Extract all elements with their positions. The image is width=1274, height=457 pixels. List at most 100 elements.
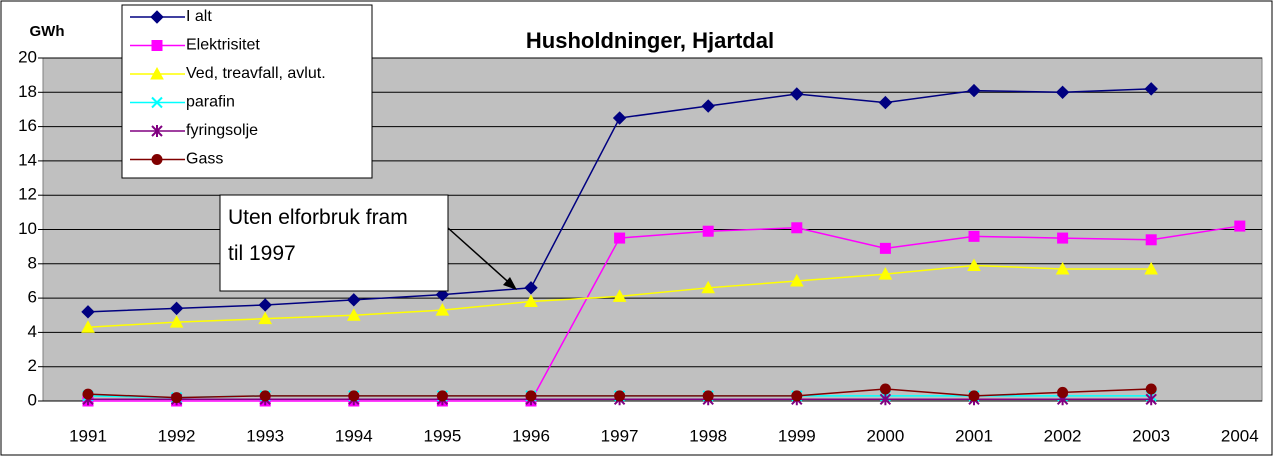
marker bbox=[436, 390, 448, 402]
marker bbox=[612, 111, 627, 125]
legend-items: I alt Elektrisitet Ved, treavfall, avlut. p… bbox=[130, 8, 326, 168]
y-tick-label: 2 bbox=[28, 356, 37, 375]
y-tick-label: 16 bbox=[18, 116, 37, 135]
marker bbox=[150, 10, 164, 24]
marker bbox=[701, 99, 715, 113]
marker bbox=[151, 154, 163, 165]
series-layer bbox=[81, 82, 1246, 407]
legend bbox=[121, 4, 373, 179]
marker bbox=[702, 225, 714, 237]
marker bbox=[1234, 220, 1246, 232]
y-axis-label: GWh bbox=[30, 23, 65, 40]
marker bbox=[151, 125, 163, 137]
marker bbox=[968, 390, 980, 402]
x-tick-label: 1992 bbox=[158, 426, 196, 445]
marker bbox=[169, 301, 184, 316]
y-tick-label: 20 bbox=[18, 47, 37, 66]
marker bbox=[151, 40, 163, 51]
grid: 0 2 4 6 8 10 12 14 16 18 20 1991 1992 1993 1994 1995 199… bbox=[18, 47, 1262, 445]
annotation: Uten elforbruk fram til 1997 bbox=[219, 194, 517, 292]
marker bbox=[1055, 261, 1070, 275]
series-line bbox=[88, 225, 1240, 402]
legend-label: Gass bbox=[186, 151, 223, 168]
x-tick-label: 1999 bbox=[778, 426, 816, 445]
marker bbox=[789, 273, 804, 287]
marker bbox=[1057, 232, 1069, 244]
marker bbox=[524, 294, 538, 308]
marker bbox=[82, 388, 94, 400]
marker bbox=[524, 281, 538, 295]
legend-label: fyringsolje bbox=[186, 122, 258, 139]
legend-label: parafin bbox=[186, 94, 235, 111]
y-tick-label: 14 bbox=[18, 150, 37, 169]
marker bbox=[1055, 85, 1070, 100]
x-tick-label: 2004 bbox=[1221, 426, 1259, 445]
marker bbox=[791, 390, 803, 402]
marker bbox=[1144, 261, 1159, 275]
x-tick-label: 1995 bbox=[423, 426, 461, 445]
marker bbox=[258, 298, 272, 312]
marker bbox=[81, 305, 95, 319]
marker bbox=[171, 392, 183, 404]
y-tick-label: 0 bbox=[28, 390, 37, 409]
x-tick-label: 2000 bbox=[866, 426, 904, 445]
marker bbox=[81, 320, 95, 333]
marker bbox=[612, 289, 627, 302]
marker bbox=[258, 311, 273, 325]
marker bbox=[1145, 234, 1157, 246]
x-tick-label: 2001 bbox=[955, 426, 993, 445]
x-tick-label: 1993 bbox=[246, 426, 284, 445]
marker bbox=[150, 66, 164, 80]
y-tick-label: 10 bbox=[18, 219, 37, 238]
marker bbox=[701, 280, 716, 294]
y-tick-label: 8 bbox=[28, 253, 37, 272]
marker bbox=[702, 390, 714, 402]
marker bbox=[879, 393, 892, 406]
marker bbox=[169, 315, 184, 328]
marker bbox=[967, 258, 981, 272]
marker bbox=[879, 383, 891, 395]
marker bbox=[967, 83, 981, 98]
marker bbox=[1144, 82, 1158, 96]
x-tick-label: 1996 bbox=[512, 426, 550, 445]
marker bbox=[348, 390, 360, 402]
marker bbox=[1145, 393, 1157, 406]
x-tick-label: 2003 bbox=[1132, 426, 1170, 445]
x-tick-label: 1991 bbox=[69, 426, 107, 445]
x-tick-label: 1997 bbox=[601, 426, 639, 445]
marker bbox=[525, 390, 537, 402]
annotation-arrow bbox=[447, 227, 516, 289]
marker bbox=[968, 230, 980, 242]
legend-label: I alt bbox=[186, 8, 212, 25]
x-tick-label: 2002 bbox=[1044, 426, 1082, 445]
legend-label: Elektrisitet bbox=[186, 37, 260, 54]
marker bbox=[346, 308, 361, 321]
arrow-head bbox=[503, 277, 517, 290]
marker bbox=[1145, 383, 1157, 395]
y-tick-label: 6 bbox=[28, 288, 37, 307]
y-tick-label: 18 bbox=[18, 82, 37, 101]
chart-title: Husholdninger, Hjartdal bbox=[526, 28, 774, 53]
marker bbox=[151, 96, 163, 109]
marker bbox=[790, 87, 804, 101]
marker bbox=[259, 390, 271, 402]
annotation-line: til 1997 bbox=[228, 242, 296, 265]
marker bbox=[878, 95, 893, 110]
annotation-line: Uten elforbruk fram bbox=[228, 206, 408, 229]
marker bbox=[435, 303, 450, 316]
annotation-box bbox=[219, 194, 449, 292]
y-tick-label: 12 bbox=[18, 185, 37, 204]
marker bbox=[347, 293, 361, 307]
marker bbox=[879, 242, 891, 254]
marker bbox=[878, 267, 893, 280]
marker bbox=[435, 287, 450, 302]
x-tick-label: 1994 bbox=[335, 426, 373, 445]
marker bbox=[614, 232, 626, 244]
y-tick-label: 4 bbox=[28, 322, 37, 341]
legend-label: Ved, treavfall, avlut. bbox=[186, 65, 326, 82]
marker bbox=[1057, 386, 1069, 398]
x-tick-label: 1998 bbox=[689, 426, 727, 445]
marker bbox=[791, 222, 803, 234]
marker bbox=[614, 390, 626, 402]
